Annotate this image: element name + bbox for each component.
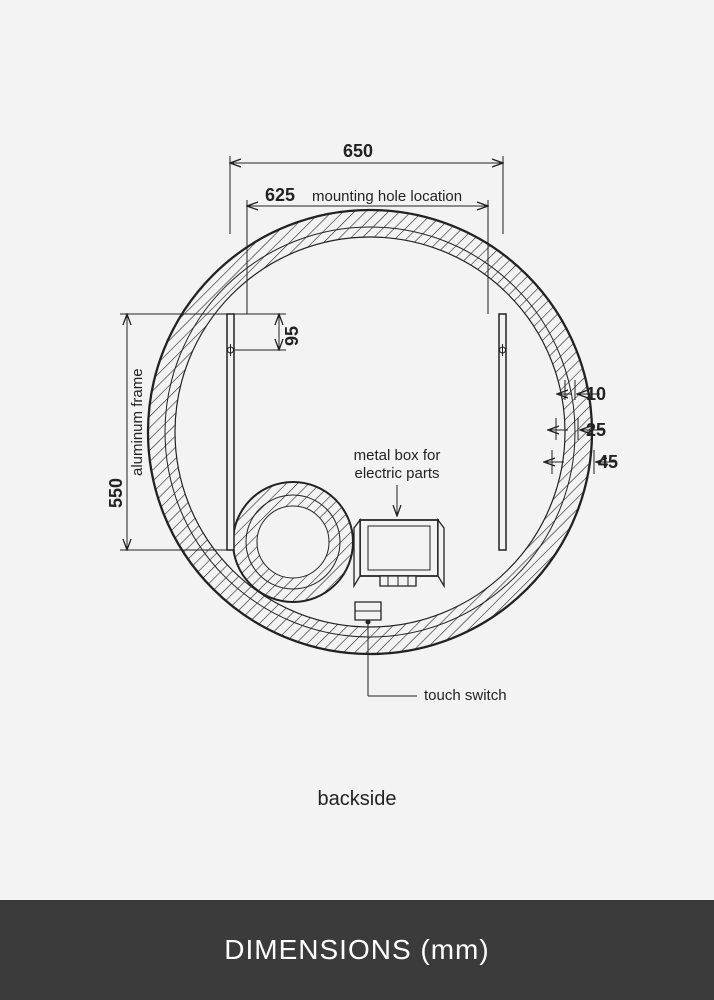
small-ring [233, 482, 353, 602]
footer-bar: DIMENSIONS (mm) [0, 900, 714, 1000]
metal-box-label-2: electric parts [354, 465, 439, 482]
metal-box-label-1: metal box for [354, 447, 441, 464]
caption-backside: backside [0, 788, 714, 811]
dim-10-value: 10 [586, 384, 606, 404]
footer-title: DIMENSIONS (mm) [224, 934, 489, 966]
dim-625-value: 625 [265, 185, 295, 205]
dim-650-value: 650 [343, 141, 373, 161]
dim-625-label: mounting hole location [312, 188, 462, 205]
dim-550-label: aluminum frame [129, 368, 146, 476]
dim-45-value: 45 [598, 452, 618, 472]
dim-95-value: 95 [282, 326, 302, 346]
touch-switch-label: touch switch [424, 687, 507, 704]
metal-box [354, 520, 444, 586]
outer-ring [148, 210, 592, 654]
dim-25-value: 25 [586, 420, 606, 440]
touch-switch [355, 602, 381, 620]
diagram-svg: 650 625 mounting hole location 550 alumi… [0, 0, 714, 900]
dim-550-value: 550 [106, 478, 126, 508]
